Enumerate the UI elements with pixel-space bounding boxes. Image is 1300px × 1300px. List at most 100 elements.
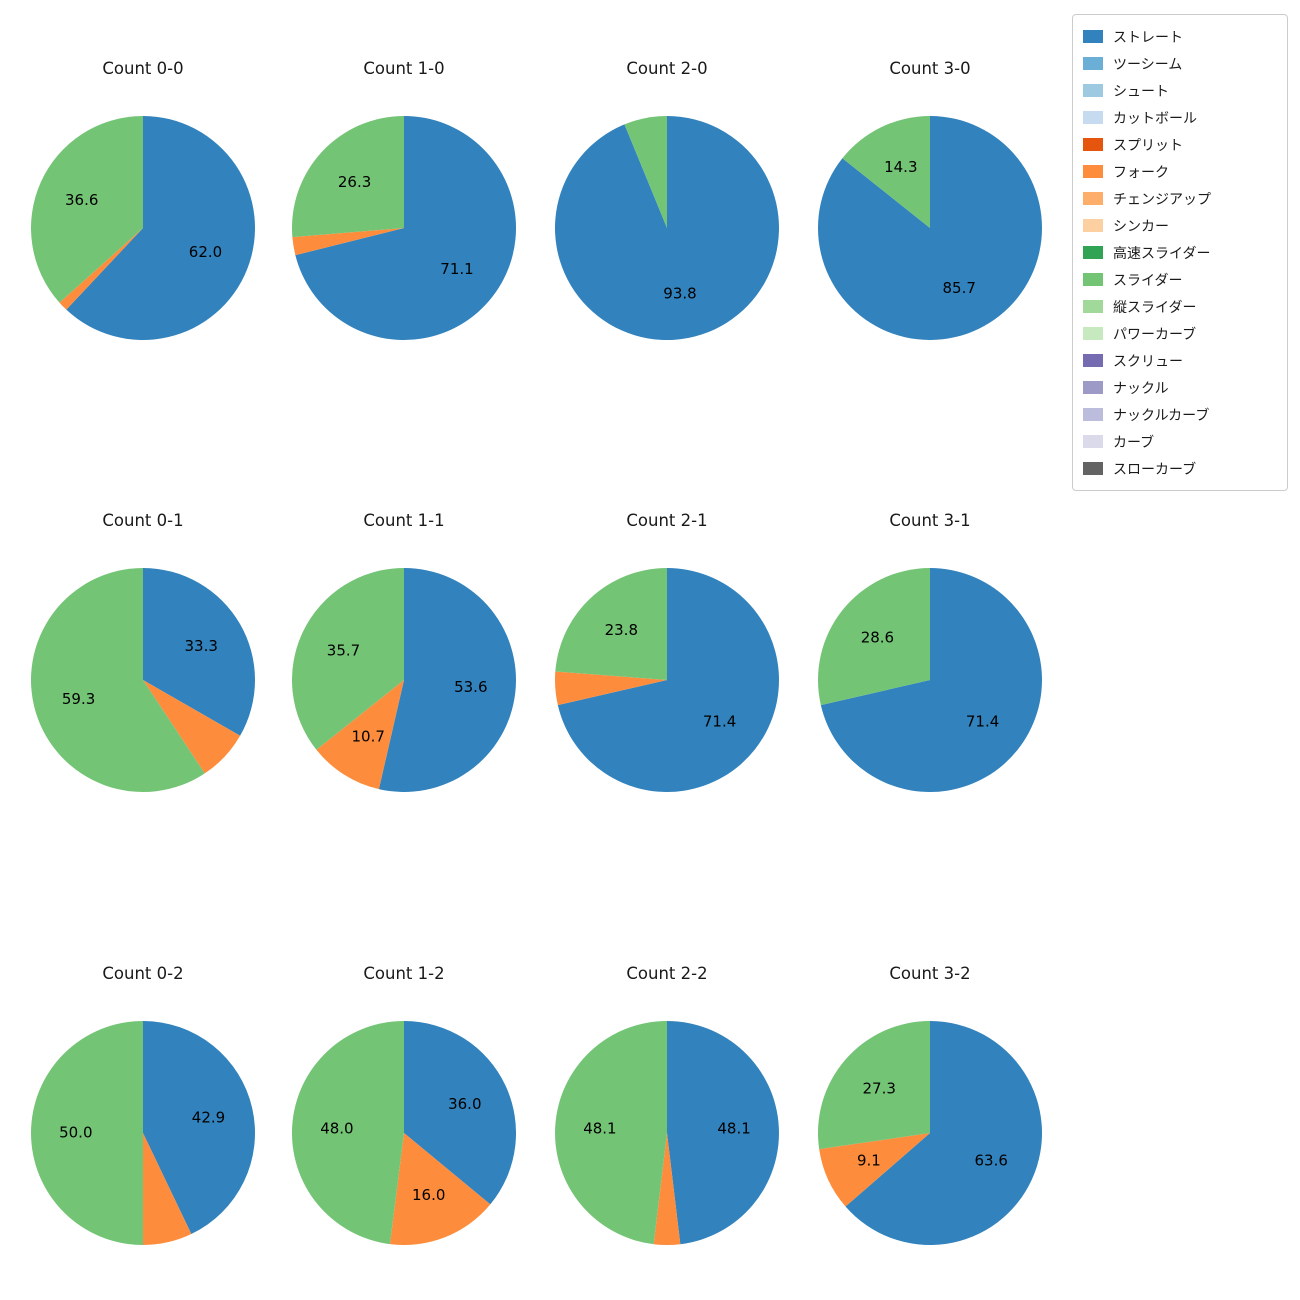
legend-item: スプリット bbox=[1083, 131, 1279, 158]
slice-label: 42.9 bbox=[192, 1109, 225, 1127]
legend-label: カットボール bbox=[1113, 110, 1197, 127]
pie-slice bbox=[292, 228, 404, 256]
chart-title: Count 1-0 bbox=[363, 59, 445, 78]
pie-slice bbox=[555, 1021, 667, 1245]
pie-svg: 36.0 16.0 48.0 bbox=[292, 1021, 516, 1245]
pie-chart: Count 1-2 36.0 16.0 48.0 bbox=[274, 963, 534, 1273]
legend: ストレート ツーシーム シュート カットボール スプリット フォーク チェンジア… bbox=[1072, 14, 1288, 491]
legend-swatch-icon bbox=[1083, 435, 1103, 448]
legend-item: フォーク bbox=[1083, 158, 1279, 185]
legend-label: シュート bbox=[1113, 83, 1169, 100]
pie-chart: Count 1-1 53.6 10.7 35.7 bbox=[274, 510, 534, 820]
legend-swatch-icon bbox=[1083, 138, 1103, 151]
pie-slice bbox=[31, 568, 205, 792]
legend-item: チェンジアップ bbox=[1083, 185, 1279, 212]
pie-slice bbox=[820, 568, 1042, 792]
legend-label: ナックルカーブ bbox=[1113, 407, 1210, 424]
pie-slice bbox=[555, 116, 779, 340]
pie-svg: 63.6 9.1 27.3 bbox=[818, 1021, 1042, 1245]
legend-item: シンカー bbox=[1083, 212, 1279, 239]
pie-slice bbox=[555, 568, 667, 680]
slice-label: 85.7 bbox=[942, 279, 975, 297]
pie-slice bbox=[143, 568, 255, 736]
legend-label: チェンジアップ bbox=[1113, 191, 1211, 208]
legend-label: カーブ bbox=[1113, 434, 1155, 451]
legend-item: 縦スライダー bbox=[1083, 293, 1279, 320]
pie-svg: 42.9 50.0 bbox=[31, 1021, 255, 1245]
legend-item: カーブ bbox=[1083, 428, 1279, 455]
legend-swatch-icon bbox=[1083, 57, 1103, 70]
chart-title: Count 3-1 bbox=[889, 511, 971, 530]
pie-chart: Count 2-1 71.4 23.8 bbox=[537, 510, 797, 820]
pie-slice bbox=[555, 671, 667, 706]
slice-label: 23.8 bbox=[605, 621, 638, 639]
legend-swatch-icon bbox=[1083, 165, 1103, 178]
slice-label: 36.0 bbox=[448, 1095, 481, 1113]
chart-title: Count 0-1 bbox=[102, 511, 184, 530]
legend-label: スライダー bbox=[1113, 272, 1183, 289]
slice-label: 26.3 bbox=[338, 173, 371, 191]
pie-slice bbox=[842, 116, 930, 228]
pie-chart: Count 1-0 71.1 26.3 bbox=[274, 58, 534, 368]
pie-slice bbox=[292, 568, 404, 750]
slice-label: 59.3 bbox=[62, 690, 95, 708]
pie-svg: 48.1 48.1 bbox=[555, 1021, 779, 1245]
legend-swatch-icon bbox=[1083, 462, 1103, 475]
slice-label: 16.0 bbox=[412, 1186, 445, 1204]
pie-slice bbox=[818, 116, 1042, 340]
pie-svg: 71.4 28.6 bbox=[818, 568, 1042, 792]
legend-label: フォーク bbox=[1113, 164, 1169, 181]
legend-label: スプリット bbox=[1113, 137, 1183, 154]
legend-item: パワーカーブ bbox=[1083, 320, 1279, 347]
legend-item: スライダー bbox=[1083, 266, 1279, 293]
chart-title: Count 3-2 bbox=[889, 964, 971, 983]
legend-swatch-icon bbox=[1083, 219, 1103, 232]
pie-svg: 33.3 59.3 bbox=[31, 568, 255, 792]
pie-slice bbox=[316, 680, 404, 790]
pie-slice bbox=[295, 116, 516, 340]
legend-label: スクリュー bbox=[1113, 353, 1183, 370]
pie-slice bbox=[404, 1021, 516, 1205]
pie-slice bbox=[31, 116, 143, 303]
pie-slice bbox=[143, 1133, 192, 1245]
pie-svg: 85.7 14.3 bbox=[818, 116, 1042, 340]
legend-label: 縦スライダー bbox=[1113, 299, 1197, 316]
chart-title: Count 0-0 bbox=[102, 59, 184, 78]
legend-label: ナックル bbox=[1113, 380, 1169, 397]
pie-chart: Count 3-0 85.7 14.3 bbox=[800, 58, 1060, 368]
pie-slice bbox=[653, 1133, 681, 1245]
legend-swatch-icon bbox=[1083, 30, 1103, 43]
legend-swatch-icon bbox=[1083, 246, 1103, 259]
slice-label: 71.4 bbox=[703, 712, 736, 730]
slice-label: 35.7 bbox=[327, 641, 360, 659]
slice-label: 62.0 bbox=[189, 243, 222, 261]
pie-chart: Count 0-0 62.0 36.6 bbox=[13, 58, 273, 368]
pie-chart: Count 0-2 42.9 50.0 bbox=[13, 963, 273, 1273]
legend-item: スクリュー bbox=[1083, 347, 1279, 374]
pie-slice bbox=[59, 228, 144, 310]
pie-slice bbox=[389, 1133, 491, 1245]
legend-label: シンカー bbox=[1113, 218, 1169, 235]
slice-label: 14.3 bbox=[884, 158, 917, 176]
legend-item: ナックルカーブ bbox=[1083, 401, 1279, 428]
legend-item: ナックル bbox=[1083, 374, 1279, 401]
legend-item: スローカーブ bbox=[1083, 455, 1279, 482]
legend-swatch-icon bbox=[1083, 300, 1103, 313]
legend-label: ストレート bbox=[1113, 29, 1183, 46]
slice-label: 27.3 bbox=[862, 1080, 895, 1098]
slice-label: 36.6 bbox=[65, 191, 98, 209]
legend-item: カットボール bbox=[1083, 104, 1279, 131]
pie-slice bbox=[292, 1021, 404, 1245]
pie-chart: Count 0-1 33.3 59.3 bbox=[13, 510, 273, 820]
legend-item: ツーシーム bbox=[1083, 50, 1279, 77]
slice-label: 9.1 bbox=[857, 1152, 881, 1170]
chart-title: Count 0-2 bbox=[102, 964, 184, 983]
pie-slice bbox=[557, 568, 779, 792]
chart-title: Count 3-0 bbox=[889, 59, 971, 78]
legend-label: スローカーブ bbox=[1113, 461, 1197, 478]
slice-label: 28.6 bbox=[861, 629, 894, 647]
legend-swatch-icon bbox=[1083, 408, 1103, 421]
pie-svg: 71.4 23.8 bbox=[555, 568, 779, 792]
pie-slice bbox=[667, 1021, 779, 1245]
pie-slice bbox=[818, 1021, 930, 1150]
